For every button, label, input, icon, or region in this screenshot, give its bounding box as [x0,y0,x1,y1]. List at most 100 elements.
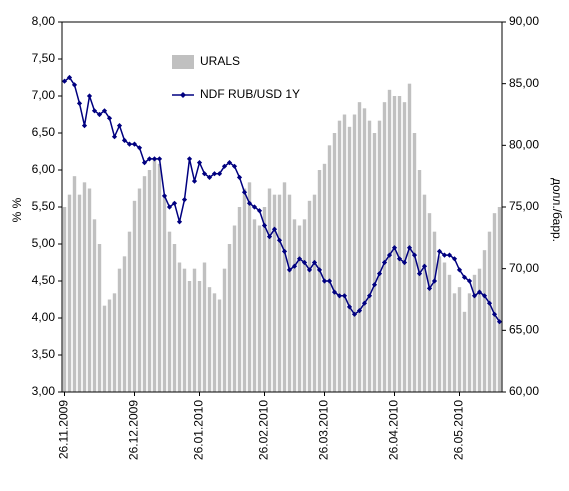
bar [447,274,452,392]
bar [357,102,362,393]
bar [222,268,227,392]
line-marker [366,293,373,299]
bar [252,219,257,392]
bar [312,194,317,392]
y-tick-label: 7,00 [32,88,56,102]
line-marker [316,267,323,273]
bar [297,225,302,392]
line-marker [436,248,443,254]
bar [327,145,332,392]
line-marker [171,200,178,206]
bar [422,194,427,392]
y-tick-label: 3,00 [32,384,56,398]
bar [237,207,242,392]
y2-tick-label: 90,00 [509,14,539,28]
line-marker [356,308,363,314]
bar [127,231,132,392]
line-marker [261,222,268,229]
bar [477,268,482,392]
y-tick-label: 5,00 [32,236,56,250]
line-marker [466,278,473,284]
bar [342,114,347,392]
line-marker [91,108,98,114]
line-marker [206,174,213,180]
bar [182,268,187,392]
line-marker [456,267,463,273]
bar [157,163,162,392]
y-tick-label: 4,50 [32,273,56,287]
bar [272,194,277,392]
bar [362,108,367,392]
bar [287,194,292,392]
bar [387,89,392,392]
line-marker [286,267,293,273]
bar [292,219,297,392]
x-tick-label: 26.05.2010 [452,400,466,460]
line-marker [311,259,318,266]
bar [427,213,432,392]
y2-tick-label: 60,00 [509,384,539,398]
line-marker [296,256,303,262]
line-marker [96,111,103,118]
line-marker [176,219,183,225]
bar [302,219,307,392]
bar [317,170,322,392]
bar [482,250,487,392]
line-marker [251,204,258,210]
line-marker [411,252,418,258]
line-marker [116,123,123,129]
bar [192,268,197,392]
line-marker [266,234,273,240]
line-marker [246,200,253,206]
line-marker [281,248,288,254]
line-marker [81,123,88,129]
bar [262,207,267,392]
line-marker [371,282,378,288]
line-marker [136,145,143,151]
line-marker [156,156,163,162]
line-marker [211,171,218,177]
bar [247,182,252,392]
line-marker [111,134,118,140]
bar [462,311,467,392]
bar [332,133,337,392]
bar [432,231,437,392]
line-marker [441,252,448,258]
bar [242,188,247,392]
line-marker [471,293,478,299]
bar [67,194,72,392]
bar [337,120,342,393]
bar [132,200,137,392]
bar [452,293,457,392]
bar [497,207,502,392]
bar [177,262,182,392]
line-marker [221,163,228,169]
bar [412,133,417,392]
bar [437,256,442,392]
bar [167,231,172,392]
bar [397,96,402,392]
bar [467,293,472,392]
bar [347,126,352,392]
bar [277,194,282,392]
line-marker [341,293,348,299]
bar [147,170,152,392]
bar [102,305,107,392]
legend-label: NDF RUB/USD 1Y [200,87,300,101]
bar [227,244,232,392]
bar [212,293,217,392]
line-marker [231,163,238,169]
line-marker [426,285,433,291]
line-marker [166,204,173,210]
legend-swatch [172,55,194,69]
y2-tick-label: 65,00 [509,323,539,337]
bar [172,244,177,392]
line-marker [86,93,93,99]
line-marker [496,319,503,325]
line-marker [226,160,233,166]
bar [77,194,82,392]
bar [442,262,447,392]
bar [97,244,102,392]
y-tick-label: 6,00 [32,162,56,176]
y-tick-label: 3,50 [32,347,56,361]
